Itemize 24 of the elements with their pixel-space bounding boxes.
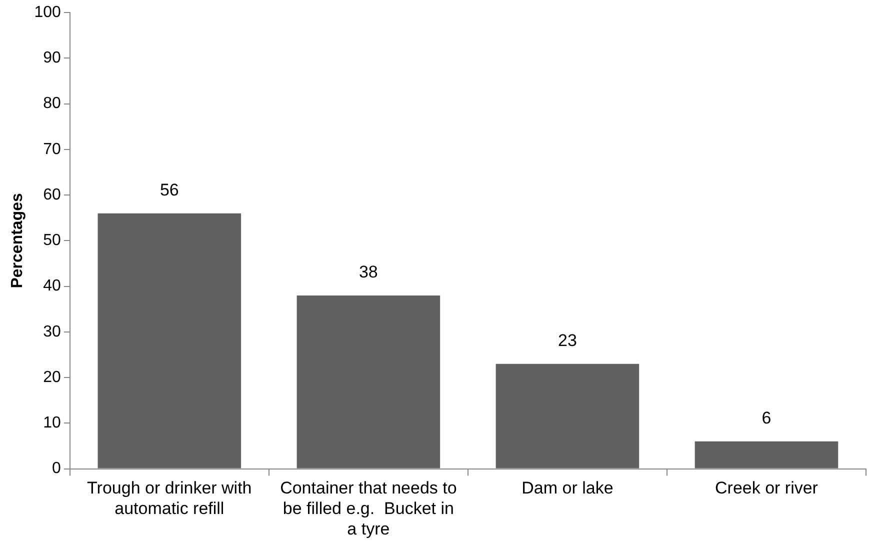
y-tick-label: 80 [43, 95, 61, 112]
x-tick-label: Creek or river [715, 478, 818, 498]
data-label: 56 [160, 180, 179, 200]
y-axis-title: Percentages [9, 193, 26, 288]
y-tick-label: 60 [43, 186, 61, 204]
bar [98, 213, 242, 468]
y-tick-label: 30 [43, 323, 61, 340]
y-tick-label: 100 [34, 4, 61, 22]
y-tick-label: 0 [52, 460, 61, 478]
y-tick-label: 20 [43, 368, 61, 386]
y-tick-label: 70 [43, 140, 61, 158]
bar [694, 441, 838, 468]
data-label: 38 [358, 262, 378, 282]
y-tick-label: 10 [43, 414, 61, 432]
y-tick-label: 40 [43, 278, 61, 295]
bar [496, 364, 640, 468]
y-tick-label: 50 [43, 232, 61, 250]
bar [296, 295, 440, 468]
x-tick-label: Dam or lake [522, 478, 614, 498]
x-tick-label: Container that needs to be filled e.g. Bucket in a tyre [280, 478, 457, 538]
data-label: 6 [762, 408, 772, 428]
y-tick-label: 90 [43, 50, 61, 67]
x-tick-label: Trough or drinker with automatic refill [87, 478, 252, 518]
data-label: 23 [558, 331, 577, 350]
